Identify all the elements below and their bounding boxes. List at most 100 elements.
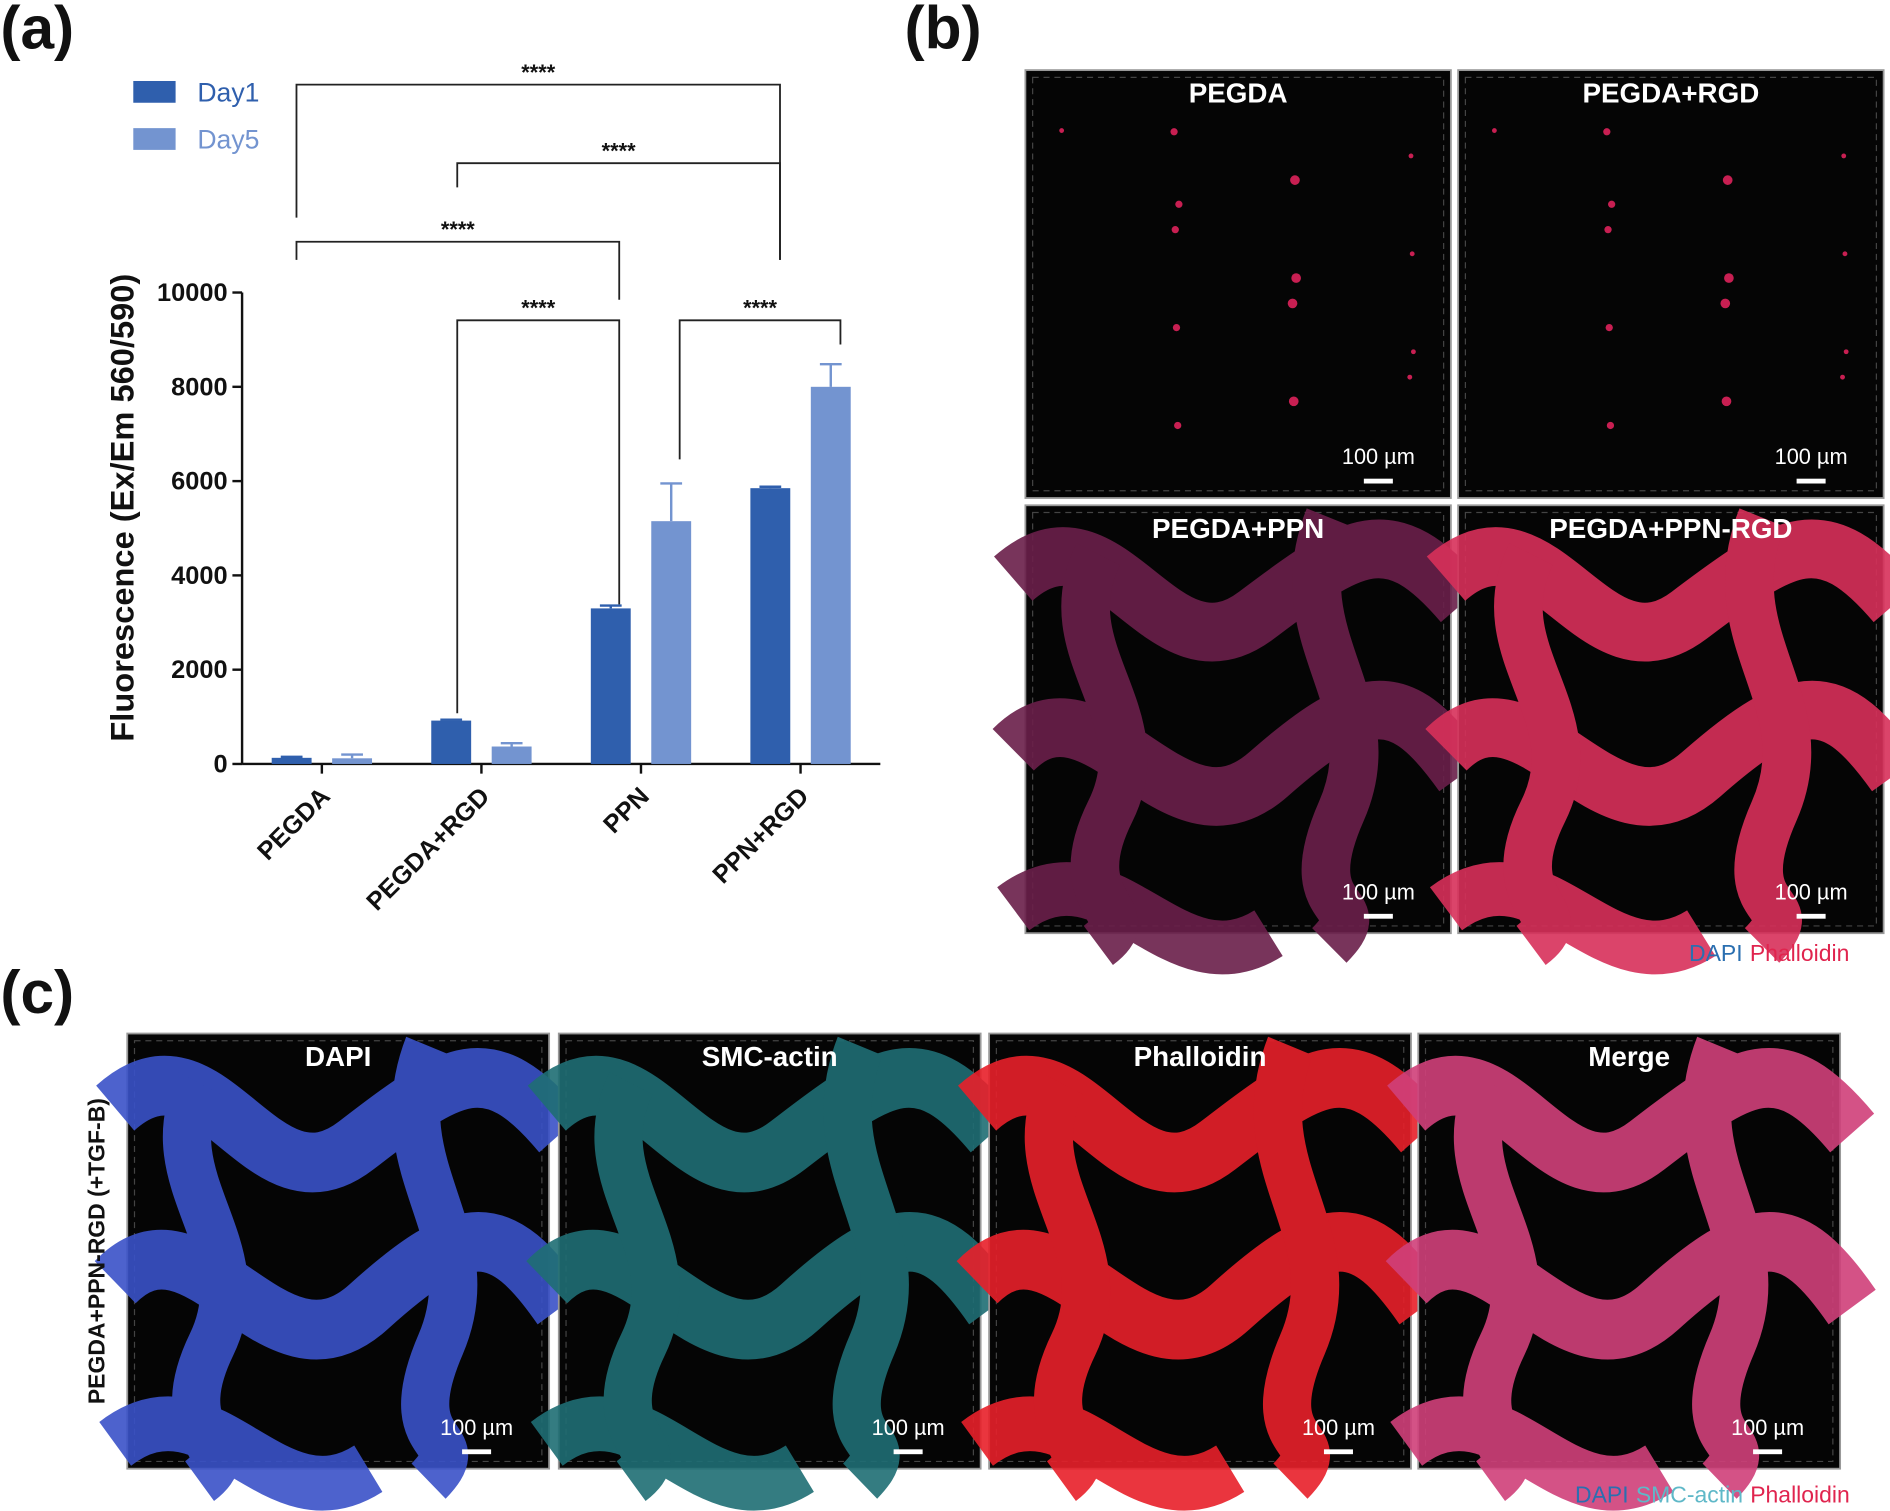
cell-spot [1290,175,1300,185]
bar [651,521,692,764]
legend-label: DAPI [1689,940,1743,966]
significance-label: **** [602,138,636,163]
panel-label: (b) [905,0,982,61]
image-label: PEGDA+RGD [1582,78,1759,109]
scale-bar-label: 100 µm [872,1415,945,1440]
cell-spot [1407,374,1413,380]
significance-bracket [456,162,781,260]
y-tick-label: 10000 [157,279,228,307]
panel-label: (c) [0,958,74,1026]
cell-spot [1175,200,1183,208]
bar-chart: 0 2000 4000 6000 8000 10000 Fluorescence (Ex/E… [103,60,881,916]
error-bar [660,482,683,522]
y-tick-label: 0 [213,750,227,778]
legend-label: SMC-actin [1636,1482,1743,1508]
y-tick-label: 6000 [171,468,227,496]
cell-spot [1171,226,1179,234]
significance-label: **** [743,295,777,320]
significance-label: **** [521,295,555,320]
scale-bar [1796,913,1826,919]
legend-swatch [133,128,176,150]
image-label: PEGDA+PPN-RGD [1549,513,1792,544]
scale-bar [462,1449,492,1455]
cell-spot [1608,200,1616,208]
cell-spot [1606,421,1615,430]
image-label: DAPI [305,1041,371,1072]
error-bar [341,753,363,759]
error-bar [819,362,842,387]
scale-bar-label: 100 µm [1342,444,1415,469]
image-label: Merge [1588,1041,1670,1072]
error-bar [440,718,463,721]
scale-bar [1796,478,1826,484]
cell-spot [1491,128,1497,133]
bar [332,758,373,764]
significance-bracket [295,83,781,260]
scale-bar-label: 100 µm [440,1415,513,1440]
bar [590,608,631,764]
panel-b: PEGDA 100 µm PEGDA+RGD 100 µm PEGDA+PPN 100 µ… [1013,69,1890,966]
scale-bar [893,1449,923,1455]
scale-bar-label: 100 µm [1342,879,1415,904]
significance-bracket [678,319,842,460]
panel-label: (a) [0,0,74,61]
error-bar [599,604,622,609]
cell-spot [1174,421,1182,430]
significance-bracket [295,240,621,300]
y-tick-label: 4000 [171,562,227,590]
row-label: PEGDA+PPN-RGD (+TGF-B) [83,1098,109,1404]
legend-label: Phalloidin [1750,1482,1850,1508]
cell-spot [1842,251,1848,257]
image-label: SMC-actin [702,1041,838,1072]
cell-spot [1722,175,1733,185]
x-tick-label: PEGDA+RGD [361,782,495,916]
cell-spot [1410,349,1416,355]
bar [271,757,312,764]
bar [491,746,532,764]
scale-bar [1323,1449,1353,1455]
scale-bar [1363,913,1393,919]
cell-spot [1843,349,1849,355]
cell-spot [1172,323,1181,332]
legend-swatch [133,80,176,103]
cell-spot [1603,128,1611,136]
cell-spot [1841,153,1847,159]
scale-bar-label: 100 µm [1775,879,1848,904]
legend-label: Phalloidin [1750,940,1850,966]
error-bar [500,742,523,747]
y-tick-label: 2000 [171,656,227,684]
image-label: Phalloidin [1134,1041,1267,1072]
legend-label: Day5 [197,125,259,155]
cell-spot [1288,396,1299,407]
panel-c: DAPI 100 µm SMC-actin 100 µm Phalloidin 100 µ… [83,1034,1852,1508]
image-label: PEGDA+PPN [1152,513,1324,544]
bar [810,386,851,764]
scale-bar-label: 100 µm [1302,1415,1375,1440]
significance-label: **** [441,217,475,242]
y-tick-label: 8000 [171,373,227,401]
x-tick-label: PEGDA [252,782,336,866]
significance-bracket [456,319,621,714]
significance-label: **** [521,60,555,85]
cell-spot [1170,128,1178,136]
cell-spot [1604,226,1612,234]
micrograph [1457,69,1885,499]
cell-spot [1724,273,1734,283]
bar [431,720,472,764]
image-label: PEGDA [1189,78,1288,109]
bar [750,488,791,764]
x-tick-label: PPN+RGD [707,782,814,889]
cell-spot [1408,153,1414,159]
micrograph [1024,69,1452,499]
cell-spot [1291,273,1301,283]
scale-bar-label: 100 µm [1731,1415,1804,1440]
y-axis-label: Fluorescence (Ex/Em 560/590) [103,274,140,742]
cell-spot [1409,251,1415,257]
cell-spot [1840,374,1845,380]
x-tick-label: PPN [598,782,655,839]
scale-bar [1363,478,1393,484]
micrograph-frame [1464,76,1877,492]
cell-spot [1287,298,1298,309]
